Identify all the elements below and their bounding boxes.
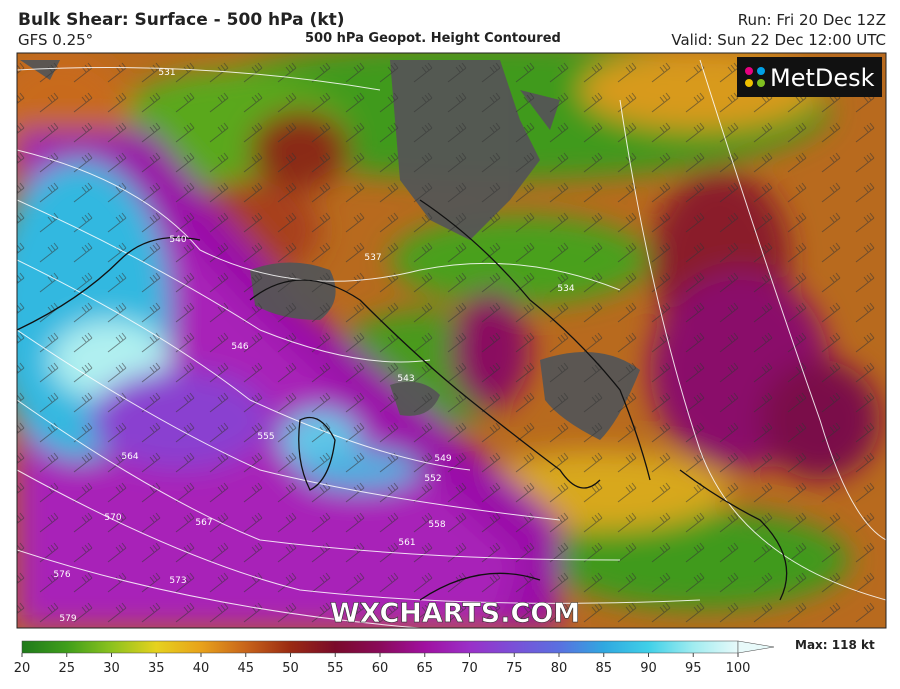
colorbar-tick-label: 50 xyxy=(282,661,299,676)
contour-label: 570 xyxy=(104,513,121,523)
colorbar xyxy=(21,640,739,654)
contour-label: 576 xyxy=(53,570,70,580)
colorbar-tick-label: 60 xyxy=(372,661,389,676)
contour-label: 546 xyxy=(231,342,248,352)
model: GFS 0.25° xyxy=(18,31,94,49)
subtitle: 500 hPa Geopot. Height Contoured xyxy=(305,31,561,46)
colorbar-tick-label: 85 xyxy=(595,661,612,676)
colorbar-tick-label: 40 xyxy=(193,661,210,676)
colorbar-tick-label: 70 xyxy=(461,661,478,676)
colorbar-tick-label: 80 xyxy=(551,661,568,676)
brand-box xyxy=(737,57,882,97)
contour-label: 534 xyxy=(557,284,574,294)
contour-label: 552 xyxy=(424,474,441,484)
contour-label: 561 xyxy=(398,538,415,548)
colorbar-tick-label: 35 xyxy=(148,661,165,676)
run: Run: Fri 20 Dec 12Z xyxy=(737,11,886,29)
contour-label: 579 xyxy=(59,614,76,624)
contour-label: 558 xyxy=(428,520,445,530)
colorbar-tick-label: 45 xyxy=(237,661,254,676)
max-label: Max: 118 kt xyxy=(795,638,875,652)
contour-label: 531 xyxy=(158,68,175,78)
brand: MetDesk xyxy=(770,64,875,92)
contour-label: 555 xyxy=(257,432,274,442)
title: Bulk Shear: Surface - 500 hPa (kt) xyxy=(18,10,345,30)
colorbar-tick-label: 90 xyxy=(640,661,657,676)
map-field: 531 540 537 534 546 543 555 549 552 564 558 567 570 5… xyxy=(17,53,886,628)
colorbar-tick-label: 25 xyxy=(58,661,75,676)
colorbar-tick-label: 75 xyxy=(506,661,523,676)
contour-label: 549 xyxy=(434,454,451,464)
colorbar-arrow xyxy=(737,640,775,654)
brand-logo xyxy=(745,67,765,87)
contour-label: 537 xyxy=(364,253,381,263)
contour-label: 564 xyxy=(121,452,138,462)
colorbar-tick-label: 65 xyxy=(416,661,433,676)
contour-label: 567 xyxy=(195,518,212,528)
colorbar-tick-label: 20 xyxy=(14,661,31,676)
contour-label: 573 xyxy=(169,576,186,586)
colorbar-tick-label: 55 xyxy=(327,661,344,676)
colorbar-tick-label: 95 xyxy=(685,661,702,676)
contour-label: 540 xyxy=(169,235,186,245)
contour-label: 543 xyxy=(397,374,414,384)
colorbar-tick-label: 100 xyxy=(726,661,751,676)
colorbar-tick-label: 30 xyxy=(103,661,120,676)
watermark: WXCHARTS.COM xyxy=(330,598,580,629)
valid: Valid: Sun 22 Dec 12:00 UTC xyxy=(671,31,886,49)
